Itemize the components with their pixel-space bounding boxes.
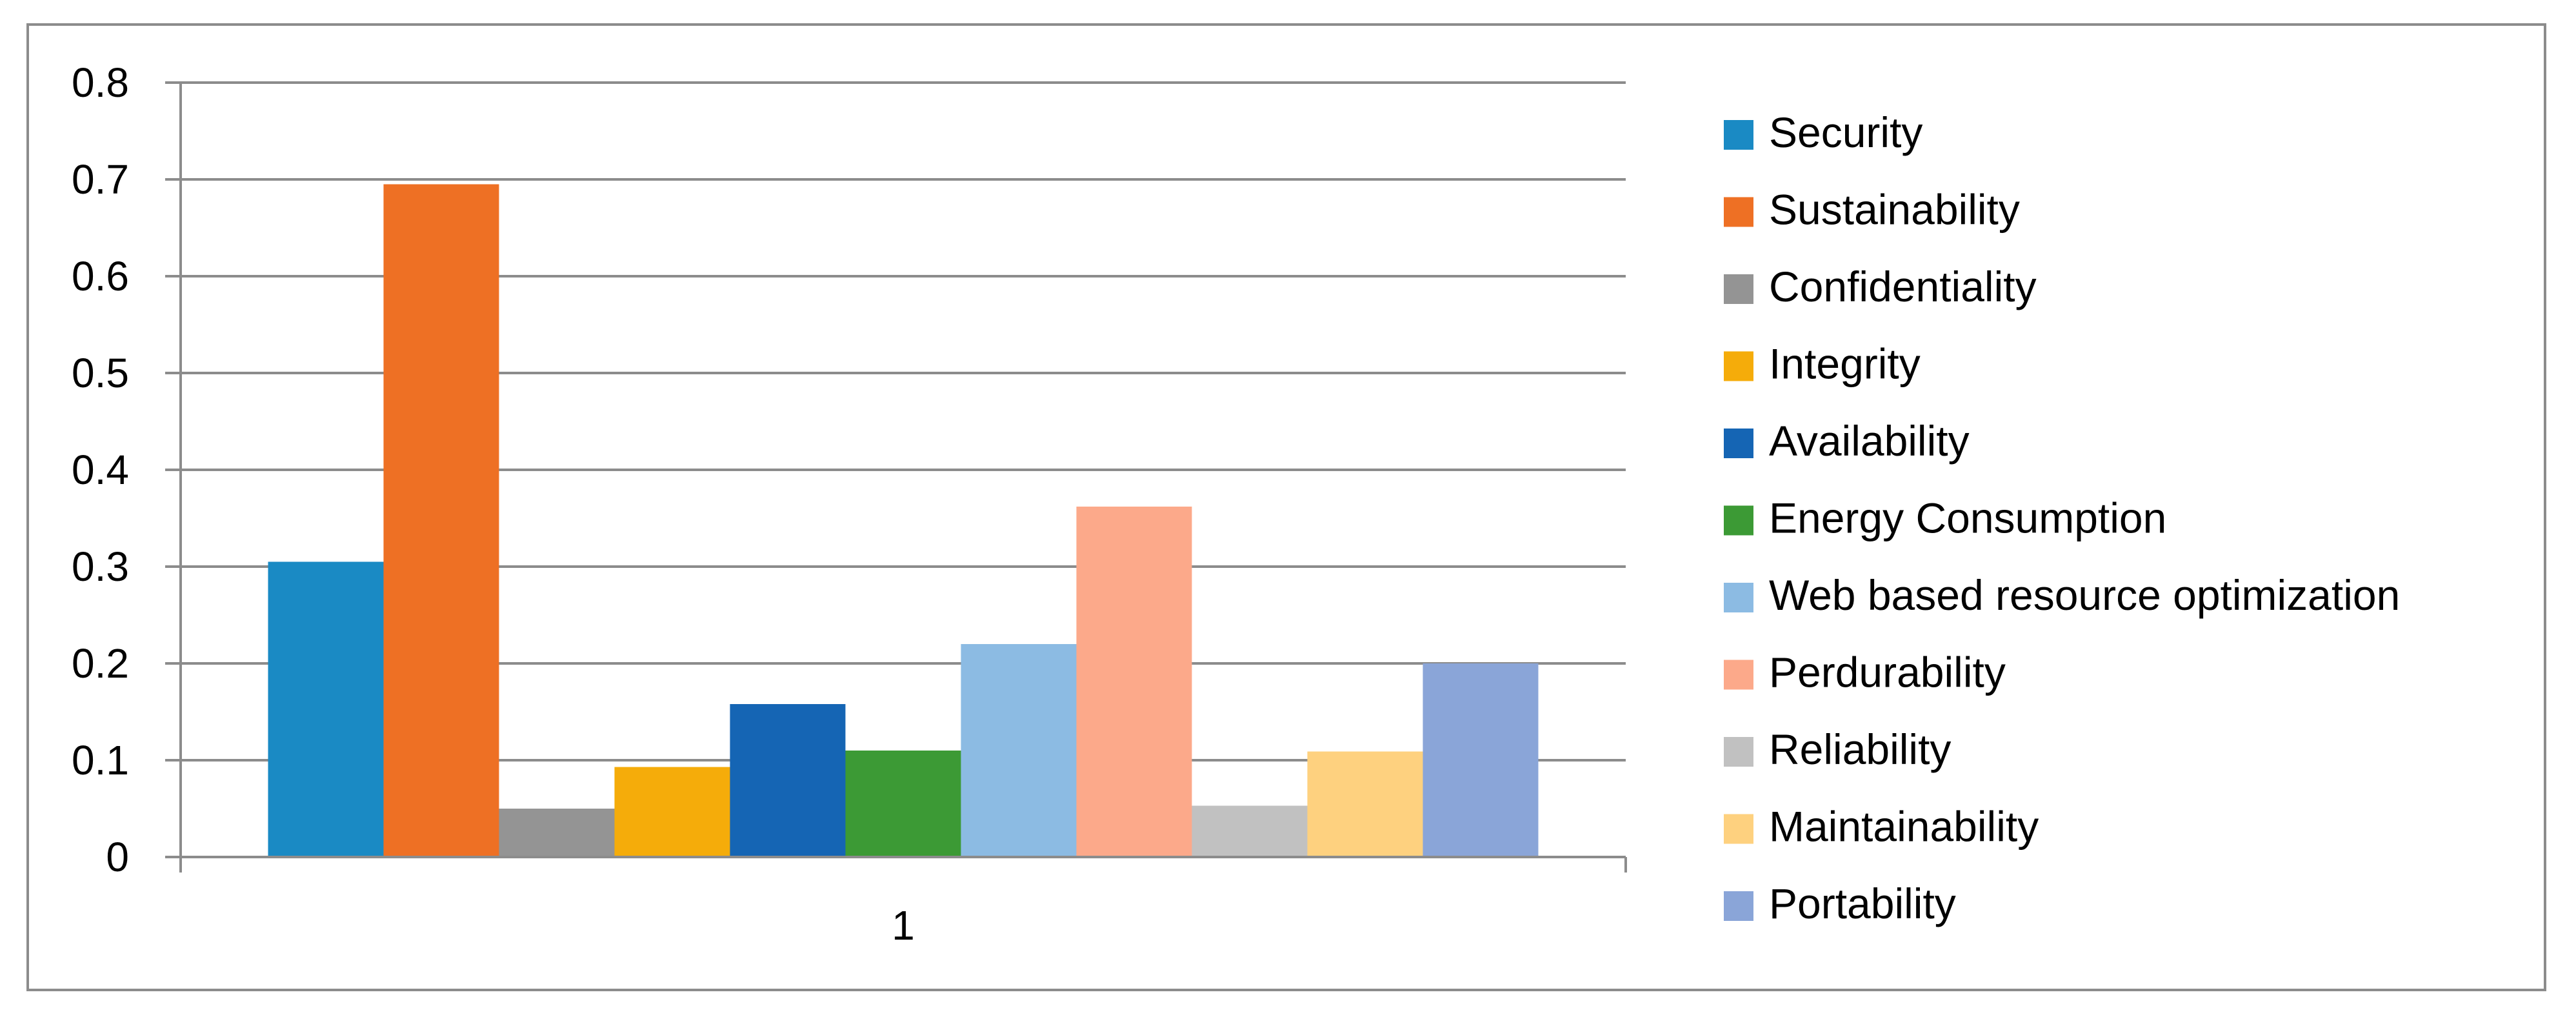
y-tick-label: 0	[106, 834, 129, 880]
bar-confidentiality	[499, 809, 615, 857]
legend-swatch	[1724, 814, 1753, 844]
legend-swatch	[1724, 274, 1753, 304]
bar-portability	[1423, 663, 1539, 857]
legend-swatch	[1724, 660, 1753, 690]
bar-availability	[730, 704, 846, 857]
x-tick-label: 1	[892, 902, 915, 949]
legend-label: Web based resource optimization	[1769, 571, 2400, 619]
axes: 0 0.1 0.2 0.3 0.4 0.5 0.6 0.7 0.8 1	[72, 59, 1627, 949]
y-tick-label: 0.8	[72, 59, 129, 106]
y-tick-label: 0.2	[72, 640, 129, 687]
legend-swatch	[1724, 120, 1753, 150]
bar-integrity	[614, 767, 730, 857]
legend-swatch	[1724, 351, 1753, 381]
bar-security	[268, 561, 384, 857]
bar-sustainability	[383, 184, 499, 857]
legend-swatch	[1724, 583, 1753, 612]
legend-label: Maintainability	[1769, 803, 2039, 851]
legend-label: Confidentiality	[1769, 263, 2037, 310]
legend-label: Portability	[1769, 880, 1956, 927]
y-tick-label: 0.7	[72, 156, 129, 203]
bar-perdurability	[1076, 507, 1192, 857]
y-tick-label: 0.4	[72, 447, 129, 493]
y-tick-label: 0.5	[72, 350, 129, 396]
bar-reliability	[1192, 805, 1308, 857]
legend-label: Reliability	[1769, 725, 1951, 773]
legend-swatch	[1724, 197, 1753, 227]
legend-label: Energy Consumption	[1769, 494, 2166, 542]
legend-label: Perdurability	[1769, 649, 2006, 696]
legend-swatch	[1724, 891, 1753, 921]
y-tick-label: 0.3	[72, 543, 129, 590]
legend-label: Sustainability	[1769, 186, 2020, 234]
legend: Security Sustainability Confidentiality Int…	[1724, 108, 2400, 927]
legend-swatch	[1724, 429, 1753, 458]
y-tick-label: 0.6	[72, 253, 129, 299]
bar-web-based-resource-optimization	[961, 644, 1077, 857]
legend-swatch	[1724, 505, 1753, 536]
bar-maintainability	[1307, 751, 1423, 857]
legend-label: Integrity	[1769, 340, 1921, 388]
legend-swatch	[1724, 737, 1753, 767]
legend-label: Availability	[1769, 417, 1970, 465]
y-tick-label: 0.1	[72, 737, 129, 783]
bar-energy-consumption	[845, 751, 961, 857]
legend-label: Security	[1769, 108, 1922, 156]
bars	[268, 184, 1539, 857]
